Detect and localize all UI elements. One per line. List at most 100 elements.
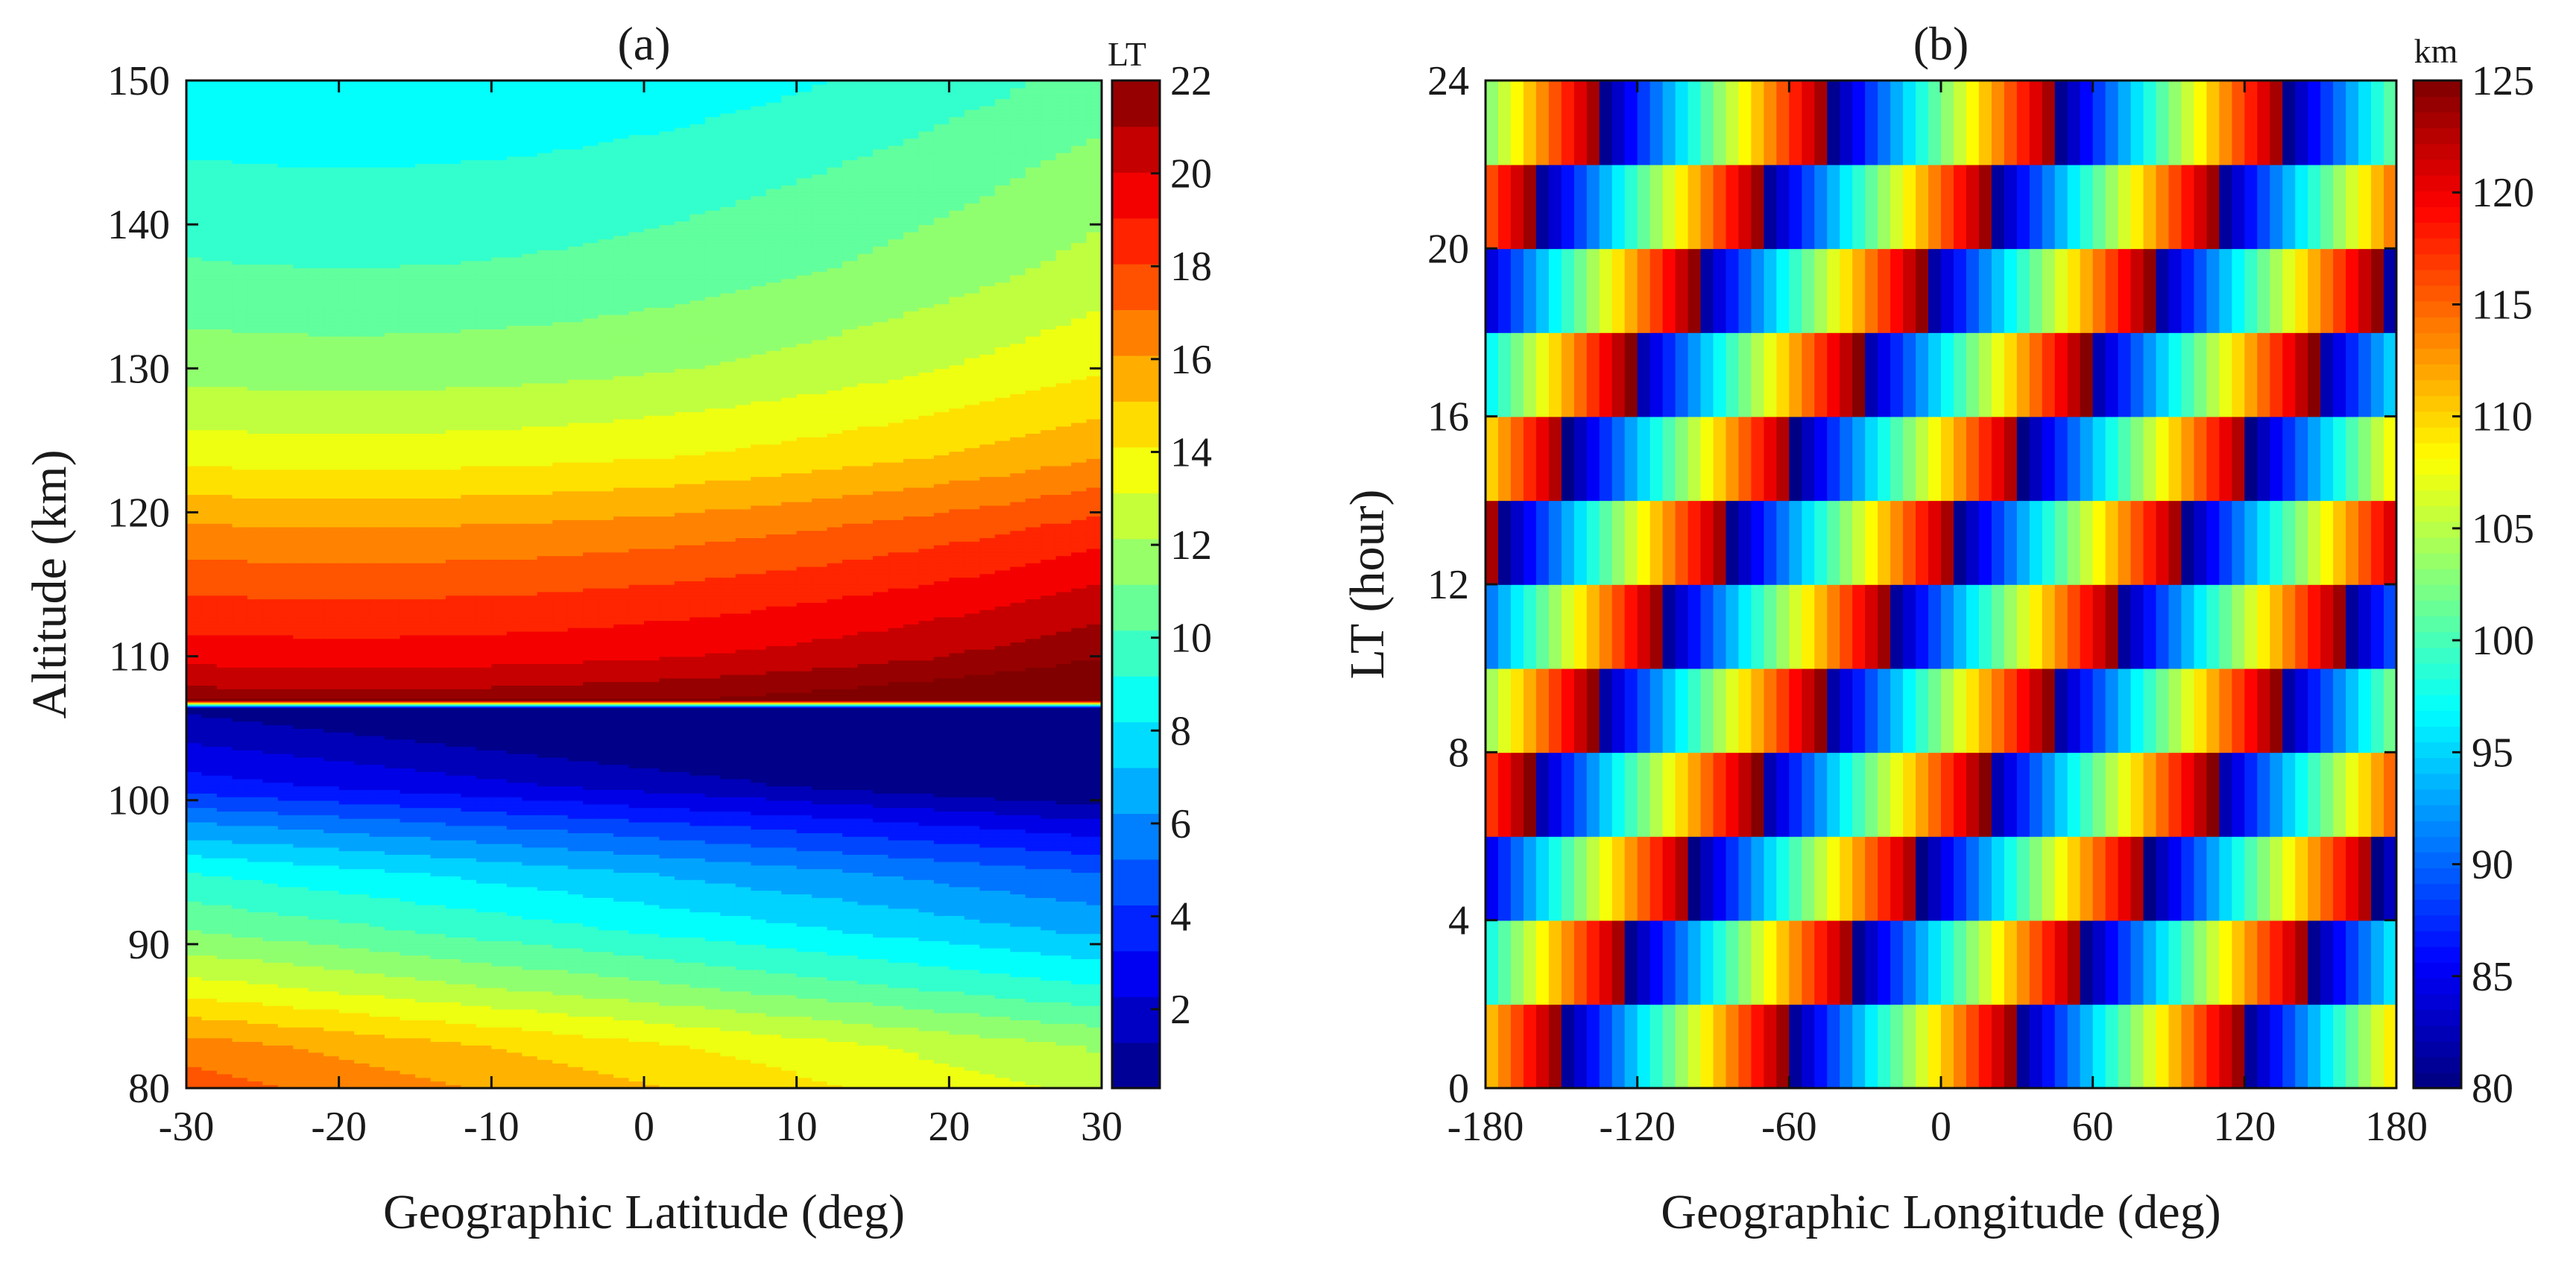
panel-a-contour-cell (216, 311, 233, 315)
panel-a-contour-cell (415, 329, 432, 333)
panel-a-contour-cell (201, 980, 218, 985)
panel-a-contour-cell (293, 555, 309, 560)
panel-a-contour-cell (308, 1073, 324, 1078)
panel-a-contour-cell (430, 116, 446, 121)
panel-a-contour-cell (369, 372, 385, 376)
panel-a-contour-cell (385, 990, 401, 996)
panel-a-contour-cell (400, 296, 416, 301)
panel-a-contour-cell (400, 1055, 416, 1061)
panel-a-contour-cell (369, 458, 385, 463)
panel-a-contour-cell (369, 300, 385, 305)
panel-a-contour-cell (201, 1008, 218, 1014)
panel-a-contour-cell (354, 361, 370, 366)
panel-a-contour-cell (400, 998, 416, 1002)
panel-a-contour-cell (369, 552, 385, 557)
panel-a-contour-cell (277, 1081, 294, 1085)
panel-a-contour-cell (277, 433, 294, 437)
panel-a-contour-cell (354, 396, 370, 402)
panel-a-contour-cell (415, 764, 432, 769)
panel-a-contour-cell (186, 134, 203, 139)
panel-a-contour-cell (262, 882, 279, 888)
panel-a-contour-cell (247, 274, 264, 279)
panel-a-contour-cell (262, 768, 279, 772)
panel-a-contour-cell (354, 591, 370, 596)
panel-a-contour-cell (323, 282, 340, 287)
panel-a-contour-cell (277, 645, 294, 650)
panel-a-contour-cell (445, 505, 462, 510)
panel-a-contour-cell (308, 437, 324, 441)
panel-a-contour-cell (232, 483, 248, 488)
panel-a-contour-cell (201, 443, 218, 449)
panel-a-contour-cell (277, 163, 294, 168)
panel-a-contour-cell (415, 353, 432, 358)
panel-a-contour-cell (430, 605, 446, 610)
panel-a-contour-cell (323, 598, 340, 603)
panel-a-contour-cell (369, 768, 385, 772)
panel-a-contour-cell (323, 1037, 340, 1043)
panel-a-contour-cell (308, 836, 324, 841)
panel-a-contour-cell (201, 396, 218, 402)
panel-a-contour-cell (369, 123, 385, 128)
panel-a-contour-cell (415, 630, 432, 636)
panel-a-contour-cell (247, 563, 264, 567)
panel-a-contour-cell (232, 113, 248, 118)
panel-a-contour-cell (354, 1048, 370, 1053)
panel-a-contour-cell (216, 713, 233, 718)
panel-a-contour-cell (277, 710, 294, 715)
panel-a-contour-cell (277, 915, 294, 920)
panel-a-contour-cell (415, 937, 432, 941)
panel-a-contour-cell (262, 548, 279, 553)
panel-a-contour-cell (400, 368, 416, 373)
panel-a-contour-cell (293, 602, 309, 607)
panel-a-contour-cell (400, 390, 416, 394)
panel-a-contour-cell (323, 839, 340, 844)
panel-a-contour-cell (338, 552, 355, 557)
panel-a-contour-cell (262, 976, 279, 981)
panel-a-contour-cell (201, 400, 218, 405)
panel-a-contour-cell (400, 894, 416, 898)
panel-a-contour-cell (186, 109, 203, 114)
panel-a-contour-cell (308, 634, 324, 639)
panel-a-contour-cell (400, 1030, 416, 1035)
panel-a-contour-cell (247, 253, 264, 258)
panel-a-contour-cell (216, 642, 233, 646)
panel-a-contour-cell (385, 386, 401, 391)
panel-a-contour-cell (293, 760, 309, 765)
panel-a-contour-cell (201, 199, 218, 203)
panel-a-contour-cell (201, 375, 218, 380)
panel-a-contour-cell (323, 264, 340, 268)
panel-a-contour-cell (415, 465, 432, 470)
panel-a-contour-cell (445, 516, 462, 520)
panel-a-contour-cell (216, 933, 233, 938)
panel-a-contour-cell (201, 689, 218, 693)
panel-a-contour-cell (293, 786, 309, 791)
panel-a-contour-cell (338, 440, 355, 445)
panel-a-contour-cell (369, 238, 385, 244)
panel-a-contour-cell (277, 534, 294, 539)
panel-a-contour-cell (369, 753, 385, 758)
panel-a-contour-cell (323, 1077, 340, 1082)
panel-a-contour-cell (277, 630, 294, 636)
panel-a-contour-cell (308, 231, 324, 236)
panel-a-contour-cell (369, 429, 385, 434)
panel-a-contour-cell (216, 951, 233, 956)
panel-a-contour-cell (385, 742, 401, 748)
panel-a-contour-cell (369, 548, 385, 553)
panel-a-contour-cell (232, 908, 248, 913)
panel-a-contour-cell (385, 900, 401, 906)
panel-a-contour-cell (186, 670, 203, 675)
panel-a-contour-cell (400, 620, 416, 625)
panel-a-contour-cell (323, 80, 340, 85)
panel-a-contour-cell (338, 159, 355, 164)
panel-a-contour-cell (369, 357, 385, 362)
panel-a-contour-cell (400, 926, 416, 931)
panel-a-contour-cell (369, 689, 385, 693)
panel-a-contour-cell (262, 156, 279, 161)
panel-a-contour-cell (216, 1020, 233, 1024)
panel-a-contour-cell (247, 95, 264, 99)
panel-a-contour-cell (293, 372, 309, 376)
panel-a-contour-cell (308, 630, 324, 636)
panel-a-contour-cell (216, 253, 233, 258)
panel-a-contour-cell (247, 174, 264, 179)
panel-a-contour-cell (430, 584, 446, 589)
